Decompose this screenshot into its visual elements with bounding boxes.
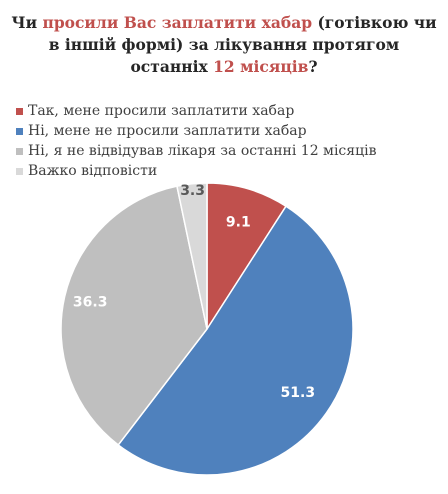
data-label-not-asked-bribe: 51.3 bbox=[281, 385, 316, 401]
legend-swatch-asked-bribe bbox=[16, 107, 23, 115]
legend-item-hard-to-say: Важко відповісти bbox=[16, 161, 441, 181]
legend-label-not-asked-bribe: Ні, мене не просили заплатити хабар bbox=[28, 123, 307, 139]
data-label-no-doctor-visit: 36.3 bbox=[73, 295, 108, 311]
data-label-hard-to-say: 3.3 bbox=[180, 183, 205, 199]
pie-slice-asked-bribe bbox=[206, 182, 288, 332]
legend-label-no-doctor-visit: Ні, я не відвідував лікаря за останні 12… bbox=[28, 143, 377, 159]
legend-swatch-no-doctor-visit bbox=[16, 147, 23, 155]
pie-slice-no-doctor-visit bbox=[60, 185, 208, 446]
legend: Так, мене просили заплатити хабар Ні, ме… bbox=[16, 101, 441, 181]
title-highlight-period: 12 місяців bbox=[213, 57, 309, 76]
title-highlight-bribe: просили Вас заплатити хабар bbox=[42, 13, 313, 32]
title-part-2: (готівкою чи в іншій формі) за лікування… bbox=[48, 13, 437, 76]
legend-label-hard-to-say: Важко відповісти bbox=[28, 163, 158, 179]
title-part-3: ? bbox=[308, 57, 318, 76]
pie-slice-hard-to-say bbox=[176, 182, 208, 330]
legend-item-no-doctor-visit: Ні, я не відвідував лікаря за останні 12… bbox=[16, 141, 441, 161]
legend-swatch-not-asked-bribe bbox=[16, 127, 23, 135]
pie-slice-not-asked-bribe bbox=[117, 205, 354, 476]
legend-swatch-hard-to-say bbox=[16, 167, 23, 175]
data-label-asked-bribe: 9.1 bbox=[226, 215, 251, 231]
legend-item-not-asked-bribe: Ні, мене не просили заплатити хабар bbox=[16, 121, 441, 141]
title-part-1: Чи bbox=[11, 13, 43, 32]
chart-title: Чи просили Вас заплатити хабар (готівкою… bbox=[10, 12, 438, 78]
legend-item-asked-bribe: Так, мене просили заплатити хабар bbox=[16, 101, 441, 121]
legend-label-asked-bribe: Так, мене просили заплатити хабар bbox=[28, 103, 295, 119]
